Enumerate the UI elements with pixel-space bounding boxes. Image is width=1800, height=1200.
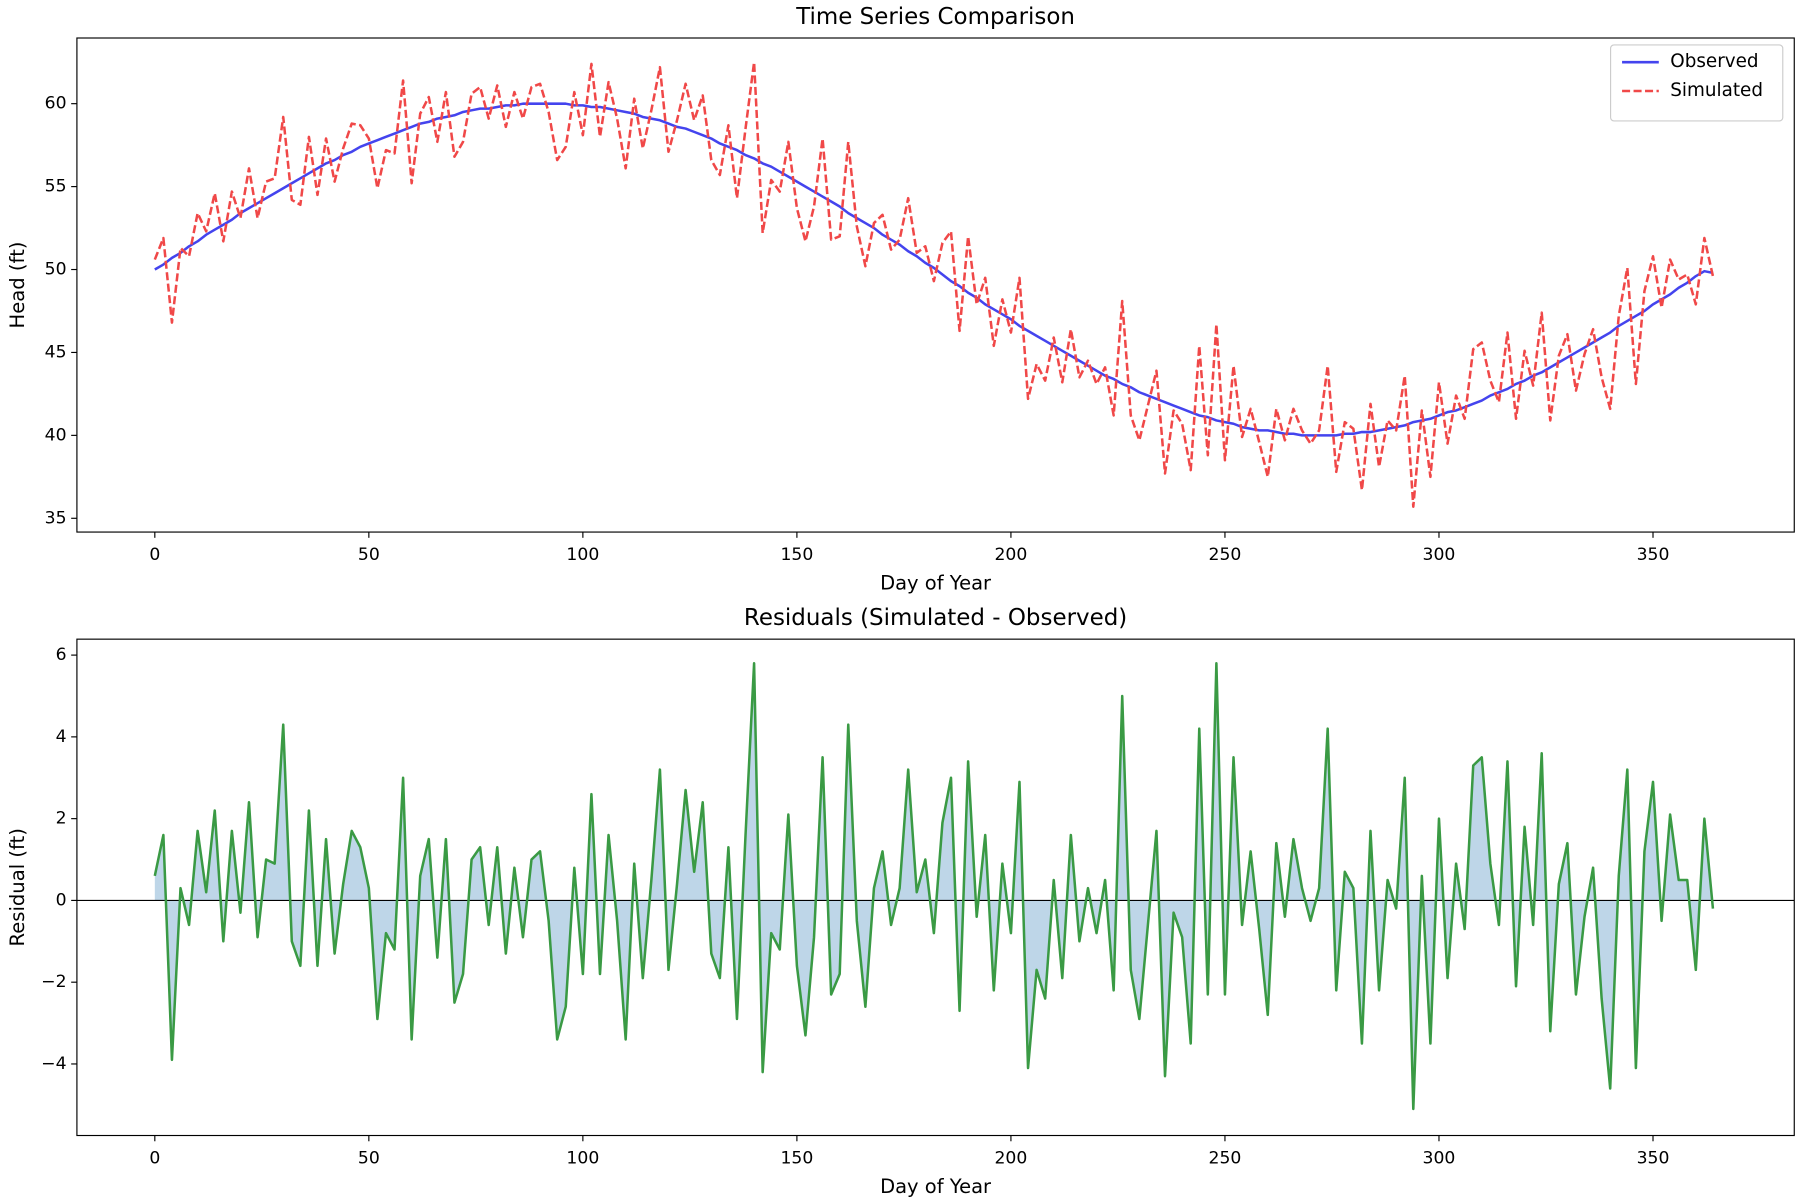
x-tick-label: 100	[566, 1149, 599, 1169]
data-line	[154, 102, 1714, 437]
data-line	[153, 60, 1715, 508]
y-tick-label: 35	[45, 508, 67, 528]
x-tick-label: 50	[358, 1149, 380, 1169]
legend-label: Simulated	[1670, 80, 1763, 101]
y-tick-label: 55	[45, 177, 67, 197]
y-tick-label: 45	[45, 342, 67, 362]
axes-frame	[76, 638, 1795, 1137]
y-axis-label: Residual (ft)	[6, 828, 29, 946]
residual-area	[154, 663, 1713, 1109]
x-tick-label: 250	[1209, 1149, 1242, 1169]
x-tick-label: 300	[1423, 1149, 1456, 1169]
y-tick-label: 40	[45, 425, 67, 445]
x-tick-label: 150	[780, 545, 813, 565]
x-tick-label: 300	[1423, 545, 1456, 565]
chart-title: Time Series Comparison	[795, 4, 1075, 30]
x-tick-label: 250	[1209, 545, 1242, 565]
x-tick-label: 100	[566, 545, 599, 565]
x-axis-label: Day of Year	[880, 1175, 992, 1198]
data-line	[153, 662, 1715, 1111]
y-tick-label: −4	[41, 1054, 66, 1074]
x-tick-label: 350	[1637, 545, 1670, 565]
legend-label: Observed	[1670, 51, 1758, 72]
y-axis-label: Head (ft)	[6, 242, 29, 329]
y-tick-label: 50	[45, 260, 67, 280]
x-tick-label: 150	[780, 1149, 813, 1169]
x-tick-label: 200	[994, 1149, 1027, 1169]
y-tick-label: 60	[45, 94, 67, 114]
y-tick-label: 2	[56, 809, 67, 829]
y-tick-label: 0	[56, 890, 67, 910]
x-tick-label: 0	[149, 1149, 160, 1169]
x-tick-label: 350	[1637, 1149, 1670, 1169]
axes-frame	[76, 37, 1795, 533]
chart-title: Residuals (Simulated - Observed)	[744, 605, 1127, 631]
y-tick-label: 6	[56, 645, 67, 665]
legend-box	[1610, 44, 1784, 122]
x-tick-label: 200	[994, 545, 1027, 565]
y-tick-label: −2	[41, 972, 66, 992]
y-tick-label: 4	[56, 727, 67, 747]
x-tick-label: 50	[358, 545, 380, 565]
x-tick-label: 0	[149, 545, 160, 565]
x-axis-label: Day of Year	[880, 571, 992, 594]
